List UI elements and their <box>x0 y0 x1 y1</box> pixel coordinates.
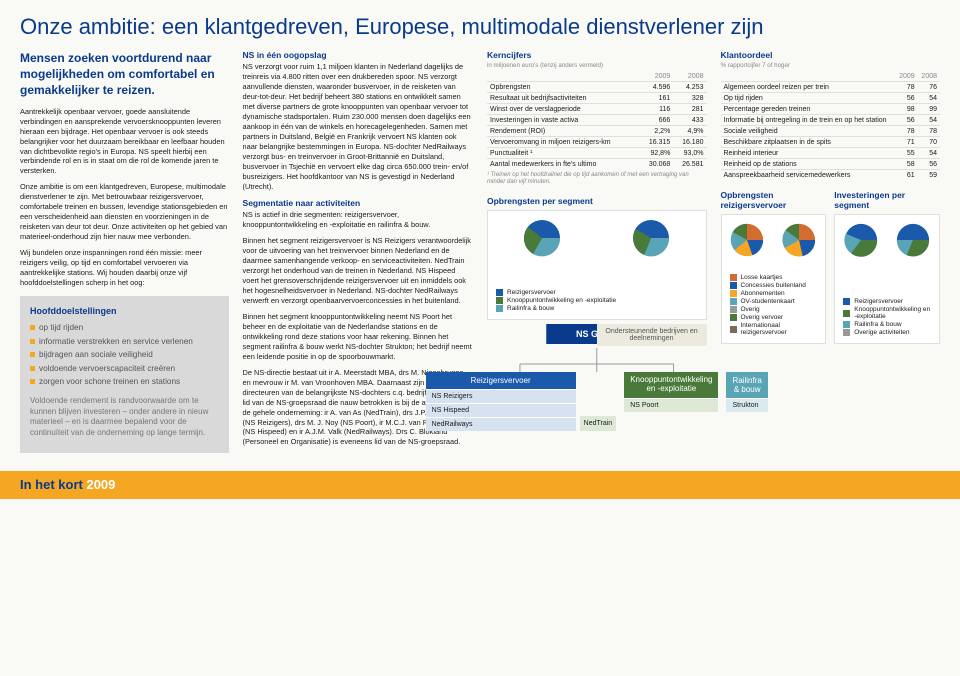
legend-item: Knooppuntontwikkeling en -exploitatie <box>496 297 698 304</box>
legend-item: Reizigersvervoer <box>496 289 698 296</box>
intro-heading: Mensen zoeken voortdurend naar mogelijkh… <box>20 50 229 99</box>
footer-bar: In het kort 2009 <box>0 471 960 499</box>
org-box: ReizigersvervoerNS ReizigersNS HispeedNe… <box>426 372 576 431</box>
legend-item: Reizigersvervoer <box>843 298 931 305</box>
seg3-chart: ReizigersvervoerKnooppuntontwikkeling en… <box>834 214 940 344</box>
footer-year: 2009 <box>86 477 115 492</box>
footer-label: In het kort <box>20 477 83 492</box>
goal-item: op tijd rijden <box>30 322 219 333</box>
seg1-chart: ReizigersvervoerKnooppuntontwikkeling en… <box>487 210 707 320</box>
seg2-title: Opbrengsten reizigersvervoer <box>721 190 827 210</box>
legend-item: Internationaal reizigersvervoer <box>730 322 818 336</box>
org-side: Ondersteunende bedrijven en deelnemingen <box>597 324 707 346</box>
col2-h2: Segmentatie naar activiteiten <box>243 198 473 208</box>
col1-p1: Aantrekkelijk openbaar vervoer, goede aa… <box>20 107 229 177</box>
legend-item: Overige activiteiten <box>843 329 931 336</box>
goals-title: Hoofddoelstellingen <box>30 306 219 316</box>
goal-item: informatie verstrekken en service verlen… <box>30 336 219 347</box>
col2-p4: Binnen het segment knooppuntontwikkeling… <box>243 312 473 362</box>
col1-p2: Onze ambitie is om een klantgedreven, Eu… <box>20 182 229 242</box>
org-box: Railinfra & bouwStrukton <box>726 372 767 431</box>
goal-item: voldoende vervoerscapaciteit creëren <box>30 363 219 374</box>
legend-item: Railinfra & bouw <box>496 305 698 312</box>
kern-footnote: ¹ Treinen op het hoofdrailnet die op tij… <box>487 172 707 186</box>
org-box: Knooppuntontwikkeling en -exploitatieNS … <box>624 372 718 431</box>
seg3-title: Investeringen per segment <box>834 190 940 210</box>
col2-p3: Binnen het segment reizigersvervoer is N… <box>243 236 473 306</box>
legend-item: OV-studentenkaart <box>730 298 818 305</box>
goals-list: op tijd rijden informatie verstrekken en … <box>30 322 219 387</box>
col1-p3: Wij bundelen onze inspanningen rond één … <box>20 248 229 288</box>
legend-item: Abonnementen <box>730 290 818 297</box>
goal-item: bijdragen aan sociale veiligheid <box>30 349 219 360</box>
legend-item: Losse kaartjes <box>730 274 818 281</box>
goal-item: zorgen voor schone treinen en stations <box>30 376 219 387</box>
page-title: Onze ambitie: een klantgedreven, Europes… <box>20 14 940 40</box>
kern-unit: in miljoenen euro's (tenzij anders verme… <box>487 62 707 69</box>
col2-p2: NS is actief in drie segmenten: reiziger… <box>243 210 473 230</box>
seg2-chart: Losse kaartjesConcessies buitenlandAbonn… <box>721 214 827 344</box>
goals-box: Hoofddoelstellingen op tijd rijden inform… <box>20 296 229 453</box>
col2-h1: NS in één oogopslag <box>243 50 473 60</box>
col2-p1: NS verzorgt voor ruim 1,1 miljoen klante… <box>243 62 473 192</box>
klant-title: Klantoordeel <box>721 50 941 60</box>
klant-unit: % rapportcijfer 7 of hoger <box>721 62 941 69</box>
legend-item: Concessies buitenland <box>730 282 818 289</box>
legend-item: Railinfra & bouw <box>843 321 931 328</box>
org-chart: NS Groep Ondersteunende bedrijven en dee… <box>487 324 707 444</box>
goals-footnote: Voldoende rendement is randvoorwaarde om… <box>30 396 219 439</box>
klant-table: 20092008 Algemeen oordeel reizen per tre… <box>721 72 941 180</box>
legend-item: Overig <box>730 306 818 313</box>
kern-table: 20092008 Opbrengsten4.5964.253Resultaat … <box>487 72 707 169</box>
seg1-title: Opbrengsten per segment <box>487 196 707 206</box>
kern-title: Kerncijfers <box>487 50 707 60</box>
legend-item: Overig vervoer <box>730 314 818 321</box>
legend-item: Knooppuntontwikkeling en -exploitatie <box>843 306 931 320</box>
